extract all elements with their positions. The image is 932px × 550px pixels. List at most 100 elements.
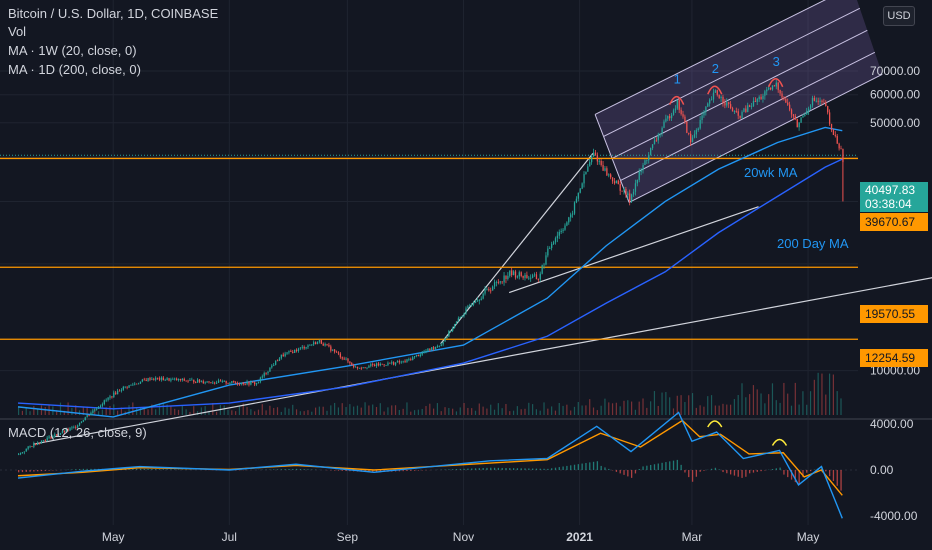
- candle-body: [372, 364, 374, 366]
- candle-body: [263, 373, 265, 377]
- candle-body: [158, 378, 161, 380]
- macd-histogram-bar: [132, 468, 134, 470]
- candle-body: [783, 97, 785, 100]
- macd-histogram-bar: [299, 469, 302, 470]
- volume-bar: [737, 394, 739, 415]
- candle-body: [731, 108, 734, 112]
- candle-body: [611, 177, 614, 182]
- candle-body: [278, 358, 281, 362]
- candle-body: [596, 155, 599, 162]
- candle-body: [309, 344, 311, 346]
- macd-histogram-bar: [589, 462, 591, 470]
- candle-body: [769, 87, 772, 90]
- volume-bar: [162, 402, 164, 415]
- level-tag-1: 39670.67: [860, 213, 928, 231]
- volume-bar: [410, 411, 412, 415]
- macd-histogram-bar: [729, 470, 732, 475]
- candle-body: [368, 365, 370, 368]
- volume-bar: [501, 408, 503, 415]
- candle-body: [589, 162, 591, 167]
- candle-body: [77, 425, 79, 428]
- candle-body: [591, 156, 593, 163]
- candle-body: [484, 289, 486, 294]
- volume-bar: [638, 401, 640, 415]
- candle-body: [208, 381, 210, 383]
- volume-bar: [809, 391, 812, 415]
- candle-body: [750, 106, 753, 108]
- horizontal-levels: [0, 154, 858, 340]
- candle-body: [503, 275, 505, 283]
- volume-bar: [375, 406, 378, 415]
- volume-bar: [516, 406, 518, 415]
- candle-body: [67, 429, 69, 431]
- macd-histogram-bar: [802, 470, 804, 478]
- candle-body: [364, 367, 366, 369]
- volume-bar: [341, 403, 343, 415]
- candle-body: [796, 119, 798, 128]
- peak-label: 1: [674, 72, 681, 87]
- candle-body: [370, 364, 372, 366]
- macd-histogram-bar: [25, 470, 27, 472]
- candle-body: [396, 361, 399, 363]
- volume-bar: [398, 409, 400, 415]
- volume-bar: [40, 405, 43, 415]
- volume-bar: [254, 411, 256, 415]
- macd-histogram-bar: [86, 468, 88, 470]
- macd-histogram-bar: [642, 466, 644, 470]
- macd-histogram-bar: [459, 468, 461, 470]
- candle-body: [733, 111, 736, 112]
- volume-bar: [840, 398, 842, 415]
- candle-body: [617, 180, 619, 185]
- volume-bar: [314, 407, 317, 415]
- volume-bar: [562, 405, 564, 415]
- candle-body: [537, 279, 540, 280]
- candle-body: [353, 365, 355, 368]
- candle-body: [684, 116, 686, 122]
- macd-histogram-bar: [147, 468, 149, 470]
- volume-bar: [18, 407, 20, 415]
- volume-bar: [448, 407, 450, 415]
- ma20-annotation: 20wk MA: [744, 165, 798, 180]
- volume-bar: [558, 402, 560, 415]
- candle-body: [343, 358, 345, 360]
- macd-histogram-bar: [790, 470, 793, 480]
- volume-bar: [794, 382, 796, 415]
- macd-histogram-bar: [280, 469, 283, 470]
- volume-bar: [269, 405, 271, 415]
- candle-body: [790, 109, 793, 115]
- candle-body: [235, 382, 237, 384]
- volume-bar: [322, 406, 324, 415]
- candle-body: [151, 378, 153, 380]
- macd-histogram-bar: [166, 469, 168, 470]
- candle-body: [792, 114, 795, 117]
- candle-body: [383, 364, 385, 366]
- volume-bar: [280, 411, 282, 415]
- candle-body: [183, 378, 185, 381]
- candle-body: [252, 381, 254, 383]
- candle-body: [674, 108, 677, 111]
- candle-body: [518, 272, 520, 277]
- volume-bar: [707, 396, 709, 415]
- macd-legend: MACD (12, 26, close, 9): [8, 425, 147, 440]
- currency-button[interactable]: USD: [883, 6, 915, 26]
- pitchfork-channel: [594, 0, 883, 203]
- candle-body: [804, 114, 806, 116]
- candle-body: [160, 377, 163, 380]
- volume-bar: [147, 409, 149, 415]
- ma-1d-legend: MA · 1D (200, close, 0): [8, 62, 141, 77]
- volume-bar: [155, 409, 157, 415]
- candle-body: [345, 358, 347, 360]
- candle-body: [610, 174, 612, 178]
- candle-body: [132, 384, 134, 386]
- macd-histogram-bar: [18, 470, 20, 473]
- macd-histogram-bar: [627, 470, 629, 477]
- volume-bar: [779, 402, 781, 415]
- candle-body: [217, 380, 220, 383]
- macd-histogram-bar: [661, 462, 663, 470]
- ma-20w-line: [17, 126, 843, 418]
- macd-histogram-bar: [334, 470, 336, 471]
- candle-body: [650, 148, 652, 155]
- candle-body: [594, 152, 597, 156]
- volume-bar: [573, 406, 576, 415]
